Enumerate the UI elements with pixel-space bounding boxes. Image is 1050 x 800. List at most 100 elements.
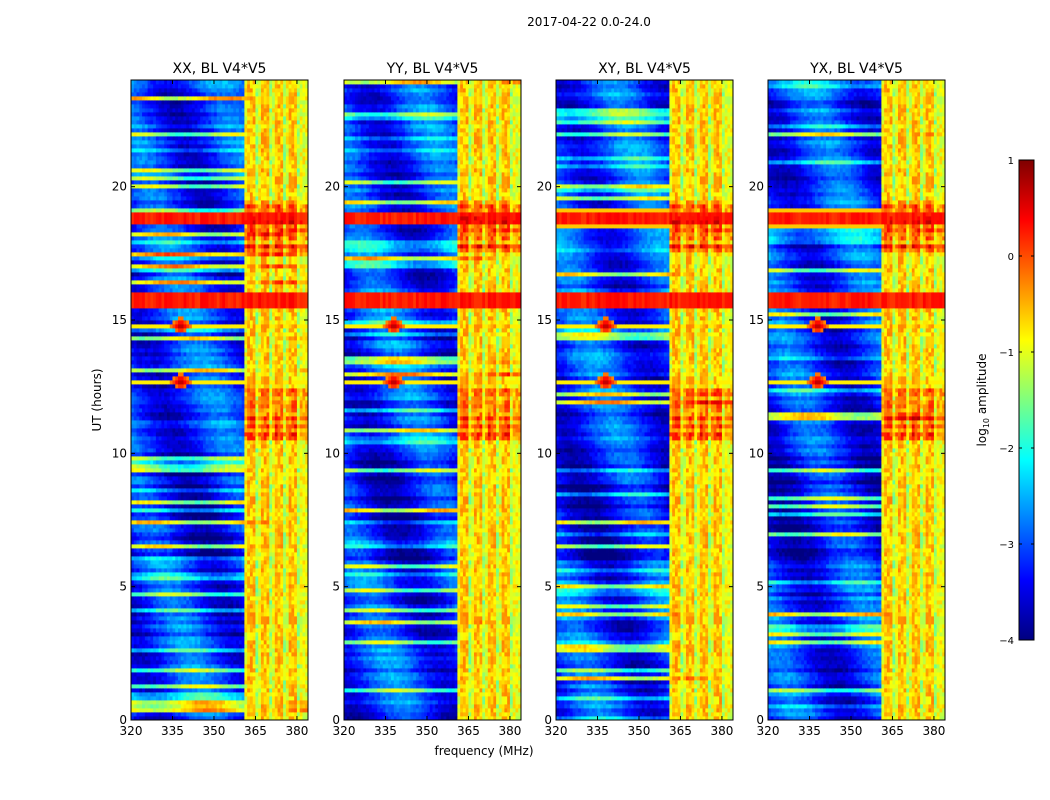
heatmap-cell: [253, 576, 256, 580]
heatmap-cell: [267, 616, 270, 620]
heatmap-cell: [150, 684, 153, 688]
heatmap-cell: [184, 696, 187, 700]
heatmap-cell: [161, 676, 164, 680]
heatmap-cell: [159, 692, 162, 696]
heatmap-cell: [250, 628, 253, 632]
heatmap-cell: [272, 668, 275, 672]
heatmap-cell: [181, 692, 184, 696]
heatmap-cell: [291, 672, 294, 676]
heatmap-cell: [247, 700, 250, 704]
heatmap-cell: [261, 588, 264, 592]
heatmap-cell: [236, 700, 239, 704]
heatmap-cell: [145, 564, 148, 568]
heatmap-cell: [261, 632, 264, 636]
heatmap-cell: [150, 656, 153, 660]
heatmap-cell: [142, 668, 145, 672]
heatmap-cell: [159, 668, 162, 672]
heatmap-cell: [258, 704, 261, 708]
heatmap-cell: [148, 672, 151, 676]
heatmap-cell: [175, 624, 178, 628]
heatmap-cell: [211, 676, 214, 680]
heatmap-cell: [208, 612, 211, 616]
heatmap-cell: [267, 708, 270, 712]
heatmap-cell: [283, 604, 286, 608]
heatmap-cell: [159, 624, 162, 628]
heatmap-cell: [261, 584, 264, 588]
heatmap-cell: [283, 616, 286, 620]
heatmap-cell: [294, 660, 297, 664]
heatmap-cell: [200, 712, 203, 716]
heatmap-cell: [134, 616, 137, 620]
heatmap-cell: [289, 588, 292, 592]
heatmap-cell: [208, 648, 211, 652]
heatmap-cell: [267, 640, 270, 644]
heatmap-cell: [242, 620, 245, 624]
heatmap-cell: [261, 572, 264, 576]
heatmap-cell: [272, 676, 275, 680]
heatmap-cell: [172, 564, 175, 568]
heatmap-cell: [289, 672, 292, 676]
heatmap-cell: [255, 684, 258, 688]
heatmap-cell: [142, 592, 145, 596]
heatmap-cell: [289, 704, 292, 708]
heatmap-cell: [250, 568, 253, 572]
heatmap-cell: [211, 668, 214, 672]
heatmap-cell: [161, 656, 164, 660]
heatmap-cell: [255, 600, 258, 604]
heatmap-cell: [192, 616, 195, 620]
heatmap-cell: [267, 656, 270, 660]
heatmap-cell: [214, 688, 217, 692]
heatmap-cell: [150, 576, 153, 580]
heatmap-cell: [170, 704, 173, 708]
heatmap-cell: [302, 608, 305, 612]
heatmap-cell: [184, 684, 187, 688]
heatmap-cell: [236, 592, 239, 596]
heatmap-cell: [225, 660, 228, 664]
heatmap-cell: [231, 636, 234, 640]
heatmap-cell: [242, 596, 245, 600]
heatmap-cell: [261, 672, 264, 676]
heatmap-cell: [211, 660, 214, 664]
heatmap-cell: [297, 644, 300, 648]
heatmap-cell: [206, 580, 209, 584]
heatmap-cell: [139, 600, 142, 604]
heatmap-cell: [255, 704, 258, 708]
heatmap-cell: [225, 608, 228, 612]
heatmap-cell: [167, 636, 170, 640]
heatmap-cell: [186, 688, 189, 692]
heatmap-cell: [294, 556, 297, 560]
heatmap-cell: [195, 620, 198, 624]
heatmap-cell: [206, 564, 209, 568]
heatmap-cell: [275, 600, 278, 604]
heatmap-cell: [275, 608, 278, 612]
heatmap-cell: [178, 656, 181, 660]
heatmap-cell: [217, 612, 220, 616]
heatmap-cell: [192, 624, 195, 628]
heatmap-cell: [286, 624, 289, 628]
heatmap-cell: [208, 692, 211, 696]
heatmap-cell: [178, 556, 181, 560]
heatmap-cell: [208, 620, 211, 624]
heatmap-cell: [214, 672, 217, 676]
heatmap-cell: [302, 688, 305, 692]
heatmap-cell: [255, 652, 258, 656]
heatmap-cell: [214, 648, 217, 652]
heatmap-cell: [156, 624, 159, 628]
heatmap-cell: [264, 564, 267, 568]
heatmap-cell: [181, 708, 184, 712]
heatmap-cell: [267, 644, 270, 648]
heatmap-cell: [181, 664, 184, 668]
heatmap-cell: [186, 712, 189, 716]
heatmap-cell: [225, 648, 228, 652]
heatmap-cell: [189, 644, 192, 648]
heatmap-cell: [167, 568, 170, 572]
heatmap-cell: [233, 568, 236, 572]
heatmap-cell: [233, 608, 236, 612]
heatmap-cell: [156, 680, 159, 684]
heatmap-cell: [178, 628, 181, 632]
heatmap-cell: [175, 600, 178, 604]
heatmap-cell: [192, 560, 195, 564]
heatmap-cell: [261, 676, 264, 680]
heatmap-cell: [178, 712, 181, 716]
heatmap-cell: [275, 648, 278, 652]
